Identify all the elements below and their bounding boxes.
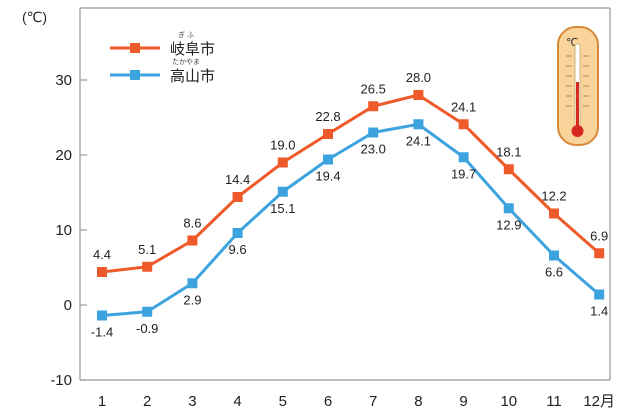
data-point (187, 278, 197, 288)
data-point (368, 128, 378, 138)
y-tick-label: -10 (50, 372, 72, 389)
data-label: -0.9 (136, 321, 158, 336)
data-point (233, 228, 243, 238)
data-point (413, 119, 423, 129)
data-point (549, 209, 559, 219)
x-tick-label: 7 (369, 393, 377, 410)
data-point (97, 267, 107, 277)
x-tick-label: 9 (459, 393, 467, 410)
data-point (594, 248, 604, 258)
legend-label-takayama: 高山市 (170, 68, 215, 85)
x-tick-label: 4 (233, 393, 241, 410)
data-point (504, 164, 514, 174)
x-tick-label: 8 (414, 393, 422, 410)
data-label: 19.4 (315, 169, 340, 184)
data-point (368, 101, 378, 111)
data-point (142, 262, 152, 272)
data-label: 1.4 (590, 304, 608, 319)
x-tick-label: 5 (279, 393, 287, 410)
x-tick-label: 2 (143, 393, 151, 410)
data-label: 23.0 (361, 142, 386, 157)
data-point (459, 119, 469, 129)
data-label: 4.4 (93, 247, 111, 262)
x-tick-label: 10 (500, 393, 517, 410)
data-label: 26.5 (361, 81, 386, 96)
legend-ruby-takayama: たかやま (172, 58, 200, 66)
data-label: 19.7 (451, 166, 476, 181)
data-label: 15.1 (270, 201, 295, 216)
data-label: 18.1 (496, 144, 521, 159)
data-label: 14.4 (225, 172, 250, 187)
data-point (594, 290, 604, 300)
data-point (504, 203, 514, 213)
data-label: 19.0 (270, 138, 295, 153)
x-tick-label: 11 (546, 393, 562, 410)
y-tick-label: 10 (55, 222, 72, 239)
data-point (413, 90, 423, 100)
x-tick-label: 6 (324, 393, 332, 410)
thermometer-icon: ℃ (558, 27, 598, 145)
series-layer (97, 90, 604, 321)
data-label: 5.1 (138, 242, 156, 257)
series-line-takayama (102, 124, 599, 315)
data-label: 24.1 (406, 133, 431, 148)
data-point (233, 192, 243, 202)
x-axis-ticks: 1 2 3 4 5 6 7 8 9 10 11 12月 (98, 393, 615, 410)
data-point (459, 152, 469, 162)
data-point (549, 251, 559, 261)
data-point (278, 158, 288, 168)
legend-item-gifu: ぎ ふ 岐阜市 (110, 30, 215, 58)
y-tick-label: 30 (55, 72, 72, 89)
data-point (323, 129, 333, 139)
x-tick-label: 12月 (583, 393, 615, 410)
series-line-gifu (102, 95, 599, 272)
legend-item-takayama: たかやま 高山市 (110, 58, 215, 85)
data-label: 12.2 (541, 189, 566, 204)
data-label: 12.9 (496, 217, 521, 232)
legend-label-gifu: 岐阜市 (170, 41, 215, 58)
legend-ruby-gifu: ぎ ふ (178, 30, 194, 39)
y-axis-unit: (℃) (22, 9, 47, 25)
data-label: 24.1 (451, 99, 476, 114)
y-tick-label: 20 (55, 147, 72, 164)
legend: ぎ ふ 岐阜市 たかやま 高山市 (110, 30, 215, 85)
data-point (278, 187, 288, 197)
data-label: 28.0 (406, 70, 431, 85)
x-tick-label: 3 (188, 393, 196, 410)
data-label: 6.6 (545, 265, 563, 280)
y-tick-label: 0 (64, 297, 72, 314)
data-point (142, 307, 152, 317)
plot-frame (80, 8, 610, 380)
y-axis-ticks: -10 0 10 20 30 (50, 72, 87, 389)
data-label: 8.6 (183, 216, 201, 231)
data-label: 6.9 (590, 228, 608, 243)
data-label: 22.8 (315, 109, 340, 124)
data-point (97, 311, 107, 321)
x-tick-label: 1 (98, 393, 106, 410)
x-tick-suffix: 月 (600, 393, 615, 410)
data-label: 2.9 (183, 292, 201, 307)
data-point (187, 236, 197, 246)
data-label: 9.6 (229, 242, 247, 257)
data-point (323, 155, 333, 165)
data-label: -1.4 (91, 325, 113, 340)
